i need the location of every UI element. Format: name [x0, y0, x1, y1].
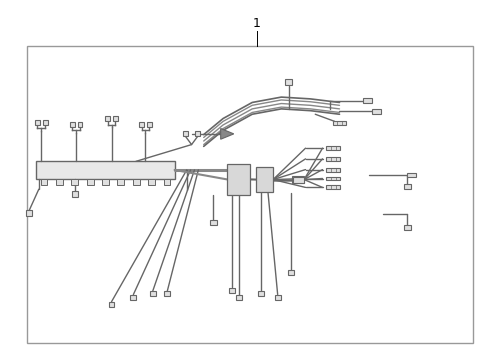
Bar — [41, 178, 47, 185]
Bar — [285, 79, 291, 85]
Bar — [371, 109, 380, 114]
Bar — [139, 122, 144, 127]
Text: 1: 1 — [253, 17, 260, 30]
Bar — [227, 164, 250, 195]
Bar — [332, 121, 346, 125]
Bar — [287, 270, 293, 275]
Bar — [163, 178, 170, 185]
Bar — [363, 98, 371, 103]
Bar — [87, 178, 93, 185]
Bar — [102, 178, 108, 185]
Bar — [147, 122, 151, 127]
Bar — [325, 177, 340, 181]
Bar — [105, 116, 110, 121]
Bar — [27, 46, 472, 343]
Bar — [325, 157, 340, 161]
Bar — [256, 167, 272, 192]
Bar — [26, 210, 32, 216]
Bar — [210, 220, 216, 225]
Bar — [325, 146, 340, 150]
Bar — [291, 176, 304, 183]
Bar — [71, 178, 78, 185]
Bar — [257, 291, 263, 296]
Bar — [325, 186, 340, 190]
Bar — [56, 178, 63, 185]
Bar — [148, 178, 154, 185]
Bar — [108, 302, 114, 307]
Bar — [113, 116, 118, 121]
Bar — [35, 120, 40, 125]
Bar — [130, 295, 136, 300]
Bar — [133, 178, 139, 185]
Bar — [164, 291, 170, 296]
Bar — [292, 177, 303, 183]
Polygon shape — [220, 129, 233, 139]
Bar — [406, 173, 415, 177]
Bar — [70, 122, 75, 127]
Bar — [117, 178, 124, 185]
Bar — [36, 161, 174, 178]
Bar — [43, 120, 47, 125]
Bar — [403, 184, 409, 190]
Bar — [194, 131, 200, 136]
Bar — [235, 295, 241, 300]
Bar — [72, 191, 78, 196]
Bar — [274, 295, 280, 300]
Bar — [77, 122, 82, 127]
Bar — [228, 288, 234, 293]
Bar — [150, 291, 155, 296]
Bar — [325, 167, 340, 171]
Bar — [182, 131, 188, 136]
Bar — [403, 225, 409, 231]
